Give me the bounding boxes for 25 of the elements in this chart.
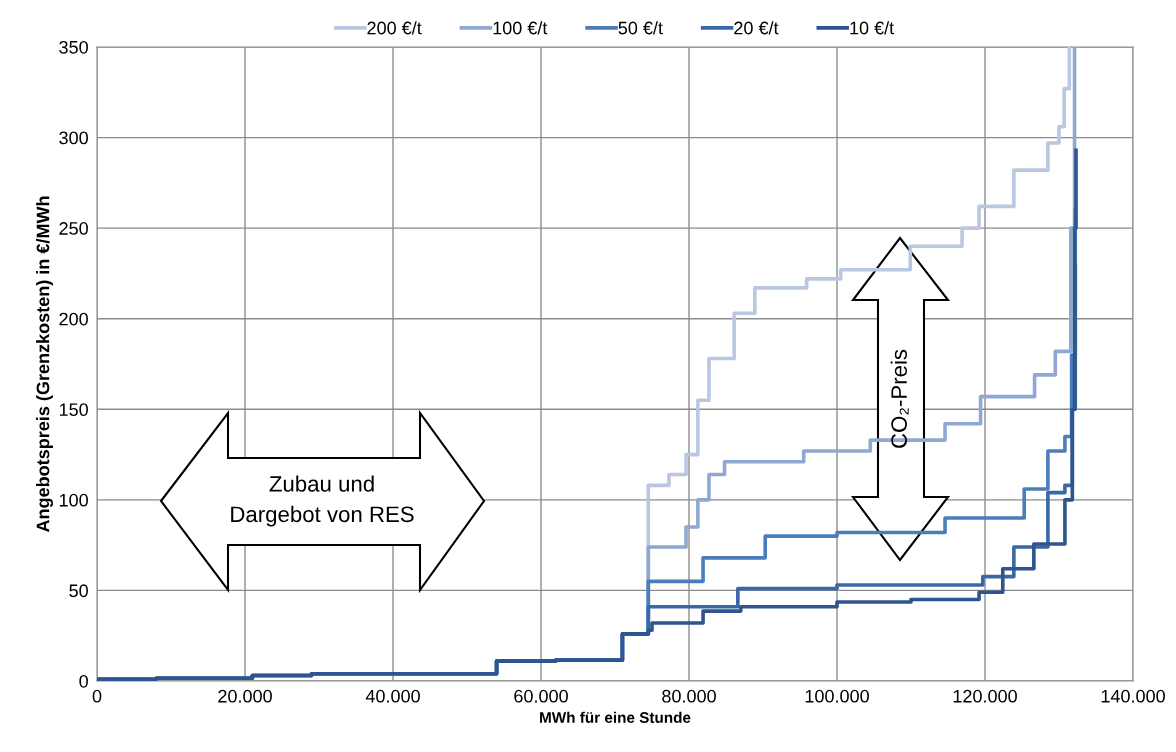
y-tick-label: 150: [59, 403, 88, 417]
y-tick-label: 200: [59, 312, 88, 326]
legend-label: 100 €/t: [493, 21, 548, 35]
y-tick-label: 0: [79, 674, 88, 688]
x-tick-label: 60.000: [514, 689, 568, 703]
x-tick-label: 20.000: [218, 689, 272, 703]
x-tick-label: 120.000: [953, 689, 1017, 703]
x-tick-label: 40.000: [365, 689, 420, 703]
legend-label: 50 €/t: [618, 21, 663, 35]
x-tick-label: 100.000: [805, 689, 869, 703]
legend-label: 200 €/t: [367, 21, 422, 35]
legend-label: 10 €/t: [850, 21, 895, 35]
y-tick-label: 50: [69, 584, 88, 598]
x-axis-title: MWh für eine Stunde: [540, 711, 691, 723]
annotation: Zubau und Dargebot von RES: [231, 475, 414, 527]
y-tick-label: 250: [59, 222, 88, 235]
y-tick-label: 350: [59, 40, 88, 54]
legend-label: 20 €/t: [734, 21, 779, 35]
annotation: CO₂-Preis: [890, 349, 909, 448]
y-tick-label: 300: [59, 131, 88, 145]
x-tick-label: 80.000: [662, 689, 716, 703]
x-tick-label: 0: [92, 689, 102, 703]
x-tick-label: 140.000: [1101, 689, 1165, 703]
y-tick-label: 100: [59, 493, 88, 507]
y-axis-title: Angebotspreis (Grenzkosten) in €/MWh: [36, 196, 53, 533]
